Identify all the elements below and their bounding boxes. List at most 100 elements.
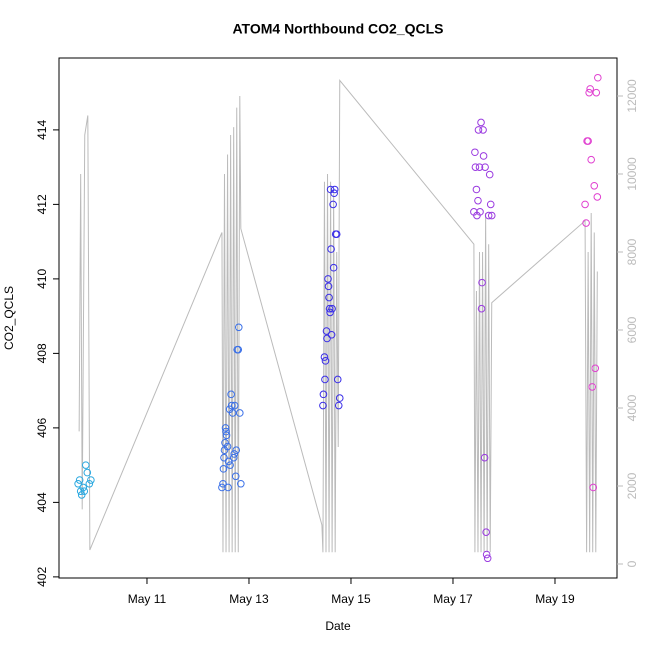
x-tick-label: May 17 [433, 592, 473, 606]
data-point [224, 457, 233, 466]
data-point [479, 152, 488, 160]
x-tick-label: May 13 [229, 592, 269, 606]
data-point [234, 323, 243, 332]
data-point [222, 427, 230, 436]
data-point [235, 409, 244, 417]
data-point [587, 155, 595, 164]
data-point [589, 483, 598, 492]
data-point [471, 148, 479, 157]
data-point [591, 364, 600, 373]
altitude-line [78, 78, 598, 553]
x-tick-label: May 11 [128, 592, 167, 606]
data-point [323, 334, 331, 343]
data-point [480, 453, 489, 462]
y-tick-label: 410 [35, 269, 49, 289]
data-point [324, 282, 333, 291]
data-point [319, 390, 328, 399]
data-point [585, 88, 593, 97]
data-point [330, 185, 339, 194]
x-axis-label: Date [325, 619, 351, 633]
data-point [477, 304, 486, 313]
data-point [335, 394, 344, 402]
data-point [586, 85, 594, 93]
data-point [478, 278, 486, 287]
data-point [486, 200, 495, 209]
data-point [329, 200, 337, 209]
data-point [80, 487, 89, 496]
data-point [228, 409, 237, 417]
y2-tick-label: 2000 [625, 472, 639, 499]
data-point [330, 189, 338, 198]
data-point [334, 401, 343, 410]
data-point [474, 126, 483, 134]
data-point [74, 479, 82, 488]
data-point [328, 304, 336, 313]
data-point [592, 88, 601, 97]
data-point [476, 208, 484, 216]
data-point [87, 476, 95, 484]
y-tick-label: 404 [35, 492, 49, 512]
data-point [83, 468, 92, 477]
data-point [477, 118, 485, 127]
data-point [481, 163, 489, 171]
y2-tick-label: 12000 [625, 79, 639, 113]
data-point [221, 424, 230, 432]
data-point [484, 211, 493, 220]
y2-tick-label: 6000 [625, 316, 639, 343]
data-point [219, 465, 228, 473]
data-point [223, 442, 232, 451]
data-point [326, 308, 334, 317]
y-tick-label: 402 [35, 567, 49, 587]
y2-tick-label: 10000 [625, 157, 639, 191]
data-point [582, 219, 590, 227]
data-point [81, 461, 90, 469]
data-point [327, 330, 336, 339]
data-point [321, 357, 330, 365]
data-point [325, 293, 333, 302]
data-point [224, 483, 232, 492]
data-point [231, 472, 240, 481]
data-point [590, 181, 599, 190]
data-point [230, 450, 238, 458]
data-point [472, 185, 481, 194]
data-point [584, 137, 592, 145]
data-point [319, 401, 327, 410]
data-point [483, 554, 492, 563]
data-point [325, 304, 334, 313]
data-point [594, 73, 602, 82]
y-axis-label: CO2_QCLS [2, 286, 16, 350]
data-point [471, 163, 480, 171]
data-point [327, 245, 335, 253]
data-point [581, 200, 589, 209]
data-point [475, 163, 484, 171]
data-point [324, 275, 332, 283]
plot-frame [58, 57, 618, 579]
data-point [75, 476, 84, 484]
data-point [482, 550, 491, 559]
data-point [482, 528, 490, 536]
data-point [333, 375, 342, 384]
x-tick-label: May 19 [535, 592, 575, 606]
data-point [320, 353, 329, 361]
y-tick-label: 414 [35, 120, 49, 140]
data-point [329, 263, 338, 272]
data-point [230, 401, 239, 410]
data-point [474, 196, 482, 205]
data-point [593, 193, 602, 201]
data-point [226, 461, 234, 469]
data-point [237, 479, 245, 488]
y2-tick-label: 8000 [625, 238, 639, 265]
data-point [227, 390, 235, 399]
data-point [79, 483, 88, 492]
data-point [219, 479, 227, 488]
data-point [227, 401, 236, 410]
data-point [487, 211, 496, 220]
data-point [222, 431, 231, 440]
y-tick-label: 412 [35, 194, 49, 214]
y-tick-label: 406 [35, 418, 49, 438]
data-point [322, 327, 331, 335]
data-point [234, 345, 243, 354]
data-point [321, 375, 329, 384]
data-point [85, 479, 94, 488]
